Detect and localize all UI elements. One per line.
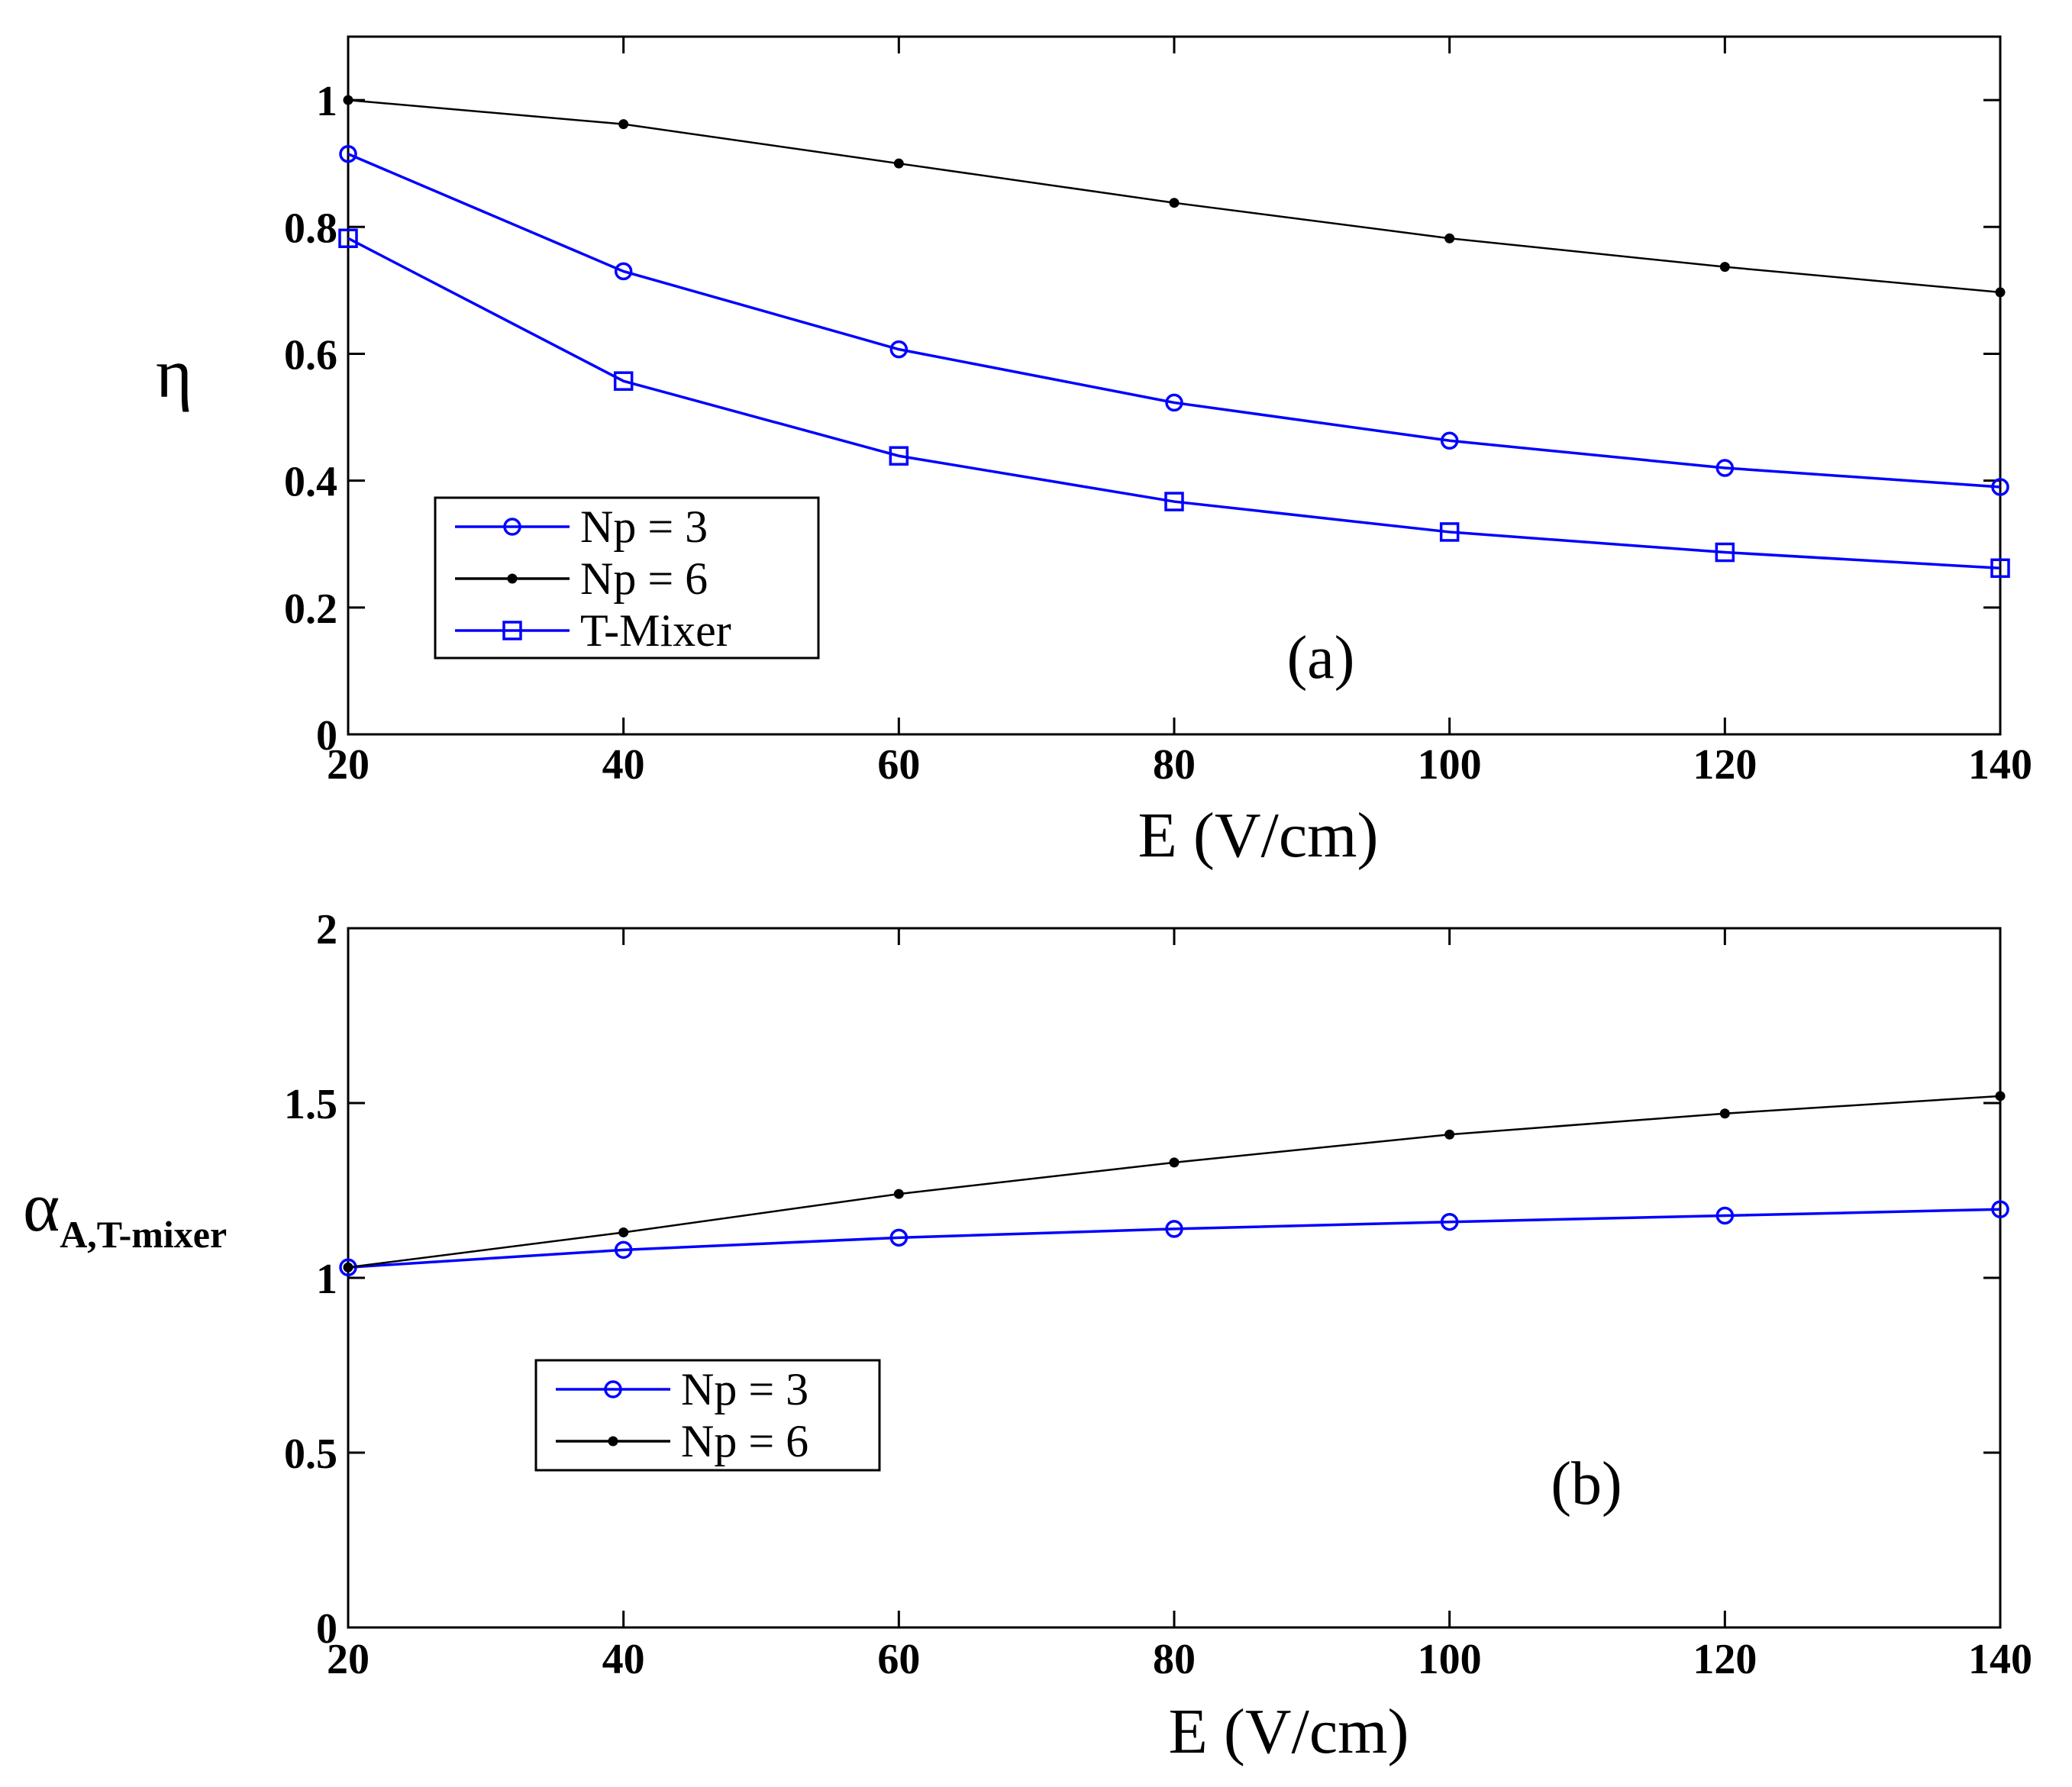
data-point	[1991, 478, 2009, 496]
series-np-6	[343, 1091, 2006, 1273]
data-point	[338, 228, 358, 248]
x-axis-label: E (V/cm)	[1138, 800, 1379, 871]
data-point	[1715, 542, 1735, 563]
data-point	[889, 1228, 909, 1247]
data-point	[1169, 198, 1180, 208]
legend-box	[534, 1359, 881, 1472]
legend: Np = 3Np = 6	[534, 1359, 881, 1472]
data-point	[1444, 233, 1455, 244]
data-point	[339, 1258, 357, 1277]
data-point	[1169, 1157, 1180, 1168]
x-tick-label: 80	[1153, 741, 1196, 789]
data-point	[1715, 459, 1735, 477]
data-point	[339, 144, 357, 163]
data-point	[1715, 1206, 1735, 1225]
x-tick-label: 100	[1418, 1636, 1482, 1683]
data-point	[343, 95, 353, 105]
chart-panel-a: 20 40 60 80 100 120 140 0 0.2 0.4 0.6 0.8 1 E (V/cm) η…	[156, 35, 2032, 871]
y-tick-label: 2	[316, 906, 337, 953]
legend: Np = 3Np = 6T-Mixer	[434, 496, 820, 660]
y-tick-label: 0	[316, 712, 337, 760]
y-axis-label: η	[156, 334, 192, 412]
x-tick-label: 80	[1153, 1636, 1196, 1683]
x-tick-label: 20	[327, 1636, 370, 1683]
data-point	[1165, 1220, 1183, 1238]
x-tick-label: 40	[602, 1636, 645, 1683]
legend-marker	[608, 1436, 618, 1447]
chart-panel-b: 20 40 60 80 100 120 140 0 0.5 1 1.5 2 E (V/cm) αA,T-m…	[23, 906, 2032, 1767]
x-tick-label: 20	[327, 741, 370, 789]
y-tick-label: 0.4	[284, 459, 337, 506]
y-axis-label: αA,T-mixer	[23, 1168, 227, 1256]
legend-marker	[507, 573, 518, 584]
data-point	[618, 1227, 629, 1237]
data-point	[1440, 1212, 1459, 1231]
series-np-3	[339, 1200, 2009, 1277]
x-tick-label: 120	[1693, 741, 1757, 789]
legend-marker	[503, 518, 521, 536]
y-tick-label: 0	[316, 1605, 337, 1653]
y-tick-label: 1	[316, 78, 337, 125]
data-point	[343, 1262, 353, 1273]
data-point	[614, 1240, 633, 1260]
series-line	[347, 1095, 2001, 1269]
data-point	[618, 119, 629, 130]
series-line	[347, 98, 2001, 294]
data-point	[1991, 1200, 2009, 1218]
data-point	[1440, 431, 1459, 450]
plot-frame	[347, 927, 2002, 1629]
data-point	[1165, 393, 1183, 412]
y-tick-label: 1.5	[284, 1081, 337, 1128]
legend-marker	[604, 1380, 622, 1398]
x-axis-label: E (V/cm)	[1169, 1696, 1409, 1767]
y-tick-label: 0.5	[284, 1431, 337, 1478]
data-point	[1719, 1108, 1730, 1119]
data-point	[1164, 492, 1184, 511]
data-point	[614, 262, 633, 281]
data-point	[889, 340, 909, 359]
x-tick-label: 100	[1418, 741, 1482, 789]
series-np-6	[343, 95, 2006, 298]
y-tick-label: 1	[316, 1256, 337, 1303]
data-point	[1990, 558, 2010, 579]
data-point	[1439, 522, 1460, 542]
data-point	[893, 1189, 904, 1199]
data-point	[1719, 262, 1730, 273]
legend-label: T-Mixer	[580, 605, 731, 656]
data-point	[1995, 287, 2006, 298]
series-line	[347, 237, 2001, 570]
x-tick-label: 140	[1968, 1636, 2032, 1683]
x-tick-label: 60	[877, 1636, 920, 1683]
panel-label: (a)	[1287, 624, 1355, 692]
legend-label: Np = 6	[580, 553, 708, 604]
data-point	[889, 446, 909, 466]
series-np-3	[339, 144, 2009, 496]
x-tick-label: 120	[1693, 1636, 1757, 1683]
data-point	[893, 158, 904, 169]
y-tick-label: 0.6	[284, 331, 337, 379]
legend-label: Np = 6	[681, 1416, 808, 1466]
data-point	[1995, 1091, 2006, 1102]
data-point	[1444, 1129, 1455, 1140]
series-line	[347, 1208, 2001, 1269]
x-tick-label: 140	[1968, 741, 2032, 789]
series-line	[347, 153, 2001, 489]
series-t-mixer	[338, 228, 2010, 579]
legend-label: Np = 3	[580, 502, 708, 552]
y-tick-label: 0.2	[284, 585, 337, 633]
legend-marker	[502, 621, 522, 640]
y-tick-label: 0.8	[284, 205, 337, 252]
x-tick-label: 40	[602, 741, 645, 789]
legend-label: Np = 3	[681, 1364, 808, 1414]
panel-label: (b)	[1551, 1450, 1622, 1518]
x-tick-label: 60	[877, 741, 920, 789]
data-point	[613, 371, 634, 391]
